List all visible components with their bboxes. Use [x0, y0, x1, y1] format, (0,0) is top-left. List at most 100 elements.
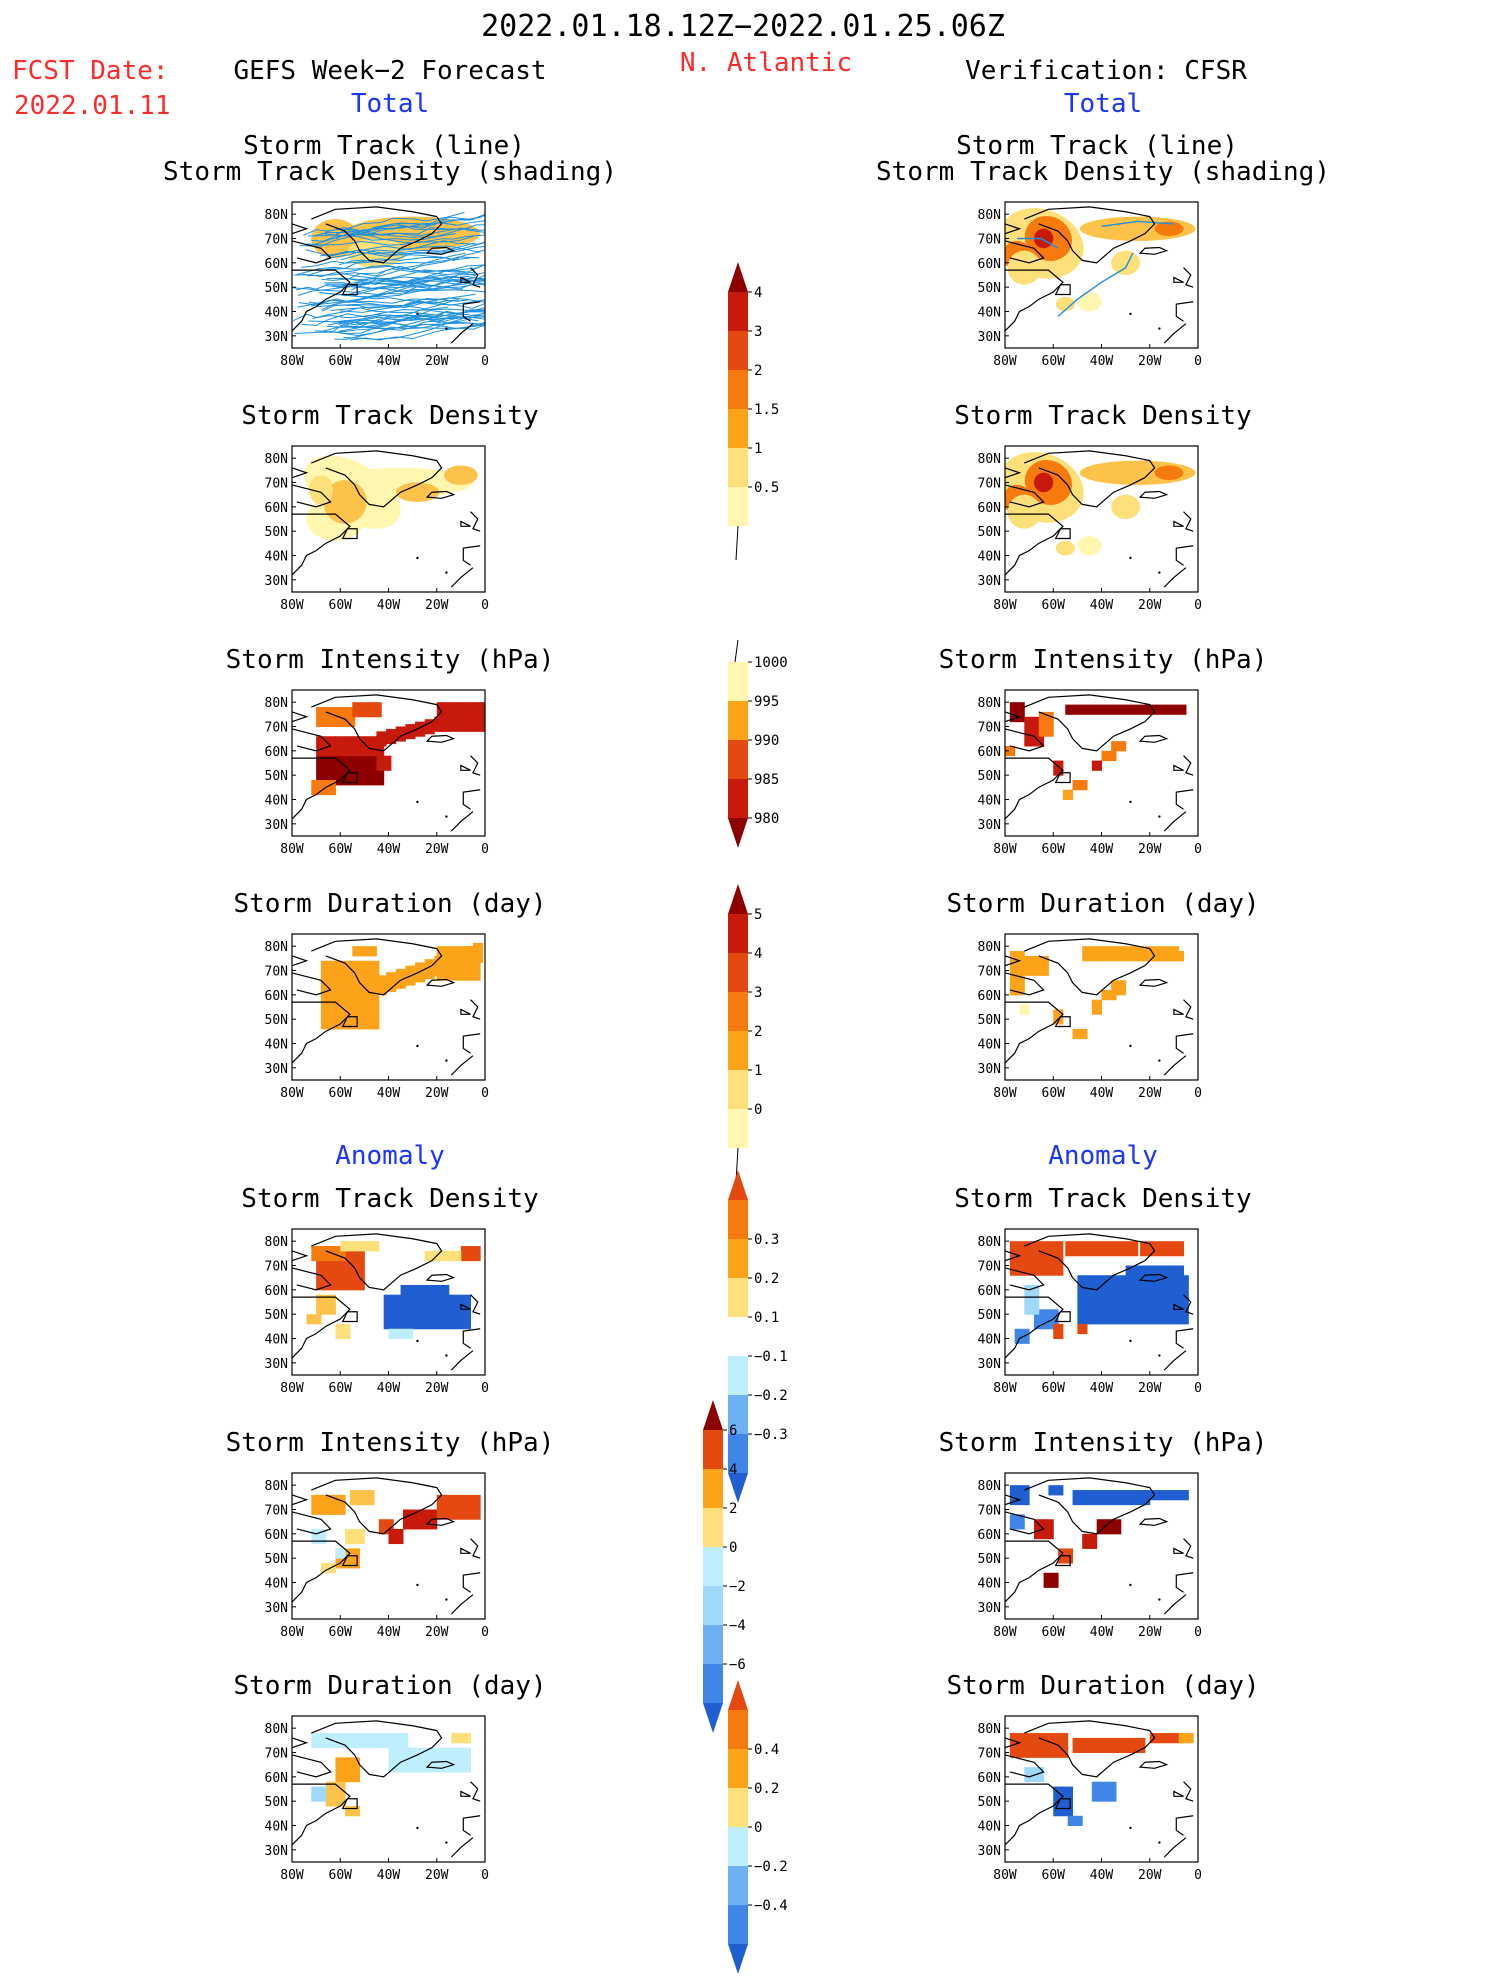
colorbar-label: 6 [729, 1423, 737, 1439]
map-track-left: 80N 70N 60N 50N 40N 30N 80W 60W 40W 20W 0 [265, 201, 489, 369]
lon-tick-label: 60W [329, 842, 353, 857]
panel-title-density-anom-right: Storm Track Density [954, 1184, 1252, 1214]
left-model-title: GEFS Week−2 Forecast [233, 56, 547, 86]
lon-tick-label: 0 [481, 1381, 489, 1396]
lon-tick-label: 40W [377, 1086, 401, 1101]
colorbar-label: 985 [754, 772, 779, 788]
lon-tick-label: 0 [481, 842, 489, 857]
lat-tick-label: 30N [978, 1062, 1001, 1077]
lon-tick-label: 20W [425, 1868, 449, 1883]
lon-tick-label: 20W [425, 1086, 449, 1101]
lat-tick-label: 70N [265, 965, 288, 980]
lon-tick-label: 0 [481, 1868, 489, 1883]
lon-tick-label: 80W [280, 1868, 304, 1883]
colorbar-label: 3 [754, 324, 762, 340]
colorbar-label: 0.1 [754, 1310, 779, 1326]
lat-tick-label: 30N [265, 574, 288, 589]
lon-tick-label: 40W [377, 1868, 401, 1883]
colorbar-density-total: 4 3 2 1.5 1 0.5 [728, 262, 779, 561]
map-intensity-right: 80N 70N 60N 50N 40N 30N 80W 60W 40W 20W 0 [978, 689, 1202, 857]
lon-tick-label: 60W [329, 1381, 353, 1396]
lat-tick-label: 70N [265, 233, 288, 248]
lat-tick-label: 80N [265, 1235, 288, 1250]
lat-tick-label: 80N [978, 1235, 1001, 1250]
lat-tick-label: 30N [265, 818, 288, 833]
panel-title-track-shading-right: Storm Track Density (shading) [876, 157, 1330, 187]
panel-title-density-anom-left: Storm Track Density [241, 1184, 539, 1214]
lat-tick-label: 70N [265, 477, 288, 492]
panel-title-duration-anom-left: Storm Duration (day) [233, 1671, 547, 1701]
lon-tick-label: 40W [377, 598, 401, 613]
lon-tick-label: 20W [425, 1381, 449, 1396]
colorbar-label: −4 [729, 1618, 746, 1634]
lat-tick-label: 30N [978, 574, 1001, 589]
lon-tick-label: 80W [280, 842, 304, 857]
lon-tick-label: 0 [1194, 1868, 1202, 1883]
lon-tick-label: 20W [425, 1625, 449, 1640]
panel-title-track-line-right: Storm Track (line) [956, 131, 1238, 161]
lat-tick-label: 70N [978, 1260, 1001, 1275]
lat-tick-label: 80N [978, 696, 1001, 711]
fcst-date-value: 2022.01.11 [14, 91, 171, 121]
lon-tick-label: 0 [481, 354, 489, 369]
colorbar-label: 1 [754, 441, 762, 457]
colorbar-label: 2 [754, 1024, 762, 1040]
lon-tick-label: 40W [1090, 1086, 1114, 1101]
lat-tick-label: 30N [265, 1062, 288, 1077]
lat-tick-label: 60N [265, 1771, 288, 1786]
lat-tick-label: 70N [978, 477, 1001, 492]
lat-tick-label: 50N [265, 525, 288, 540]
lon-tick-label: 40W [1090, 842, 1114, 857]
colorbar-label: −0.2 [754, 1388, 788, 1404]
lat-tick-label: 30N [978, 818, 1001, 833]
lat-tick-label: 50N [978, 1795, 1001, 1810]
lat-tick-label: 40N [265, 1577, 288, 1592]
panel-title-duration-anom-right: Storm Duration (day) [946, 1671, 1260, 1701]
colorbar-duration-total: 5 4 3 2 1 0 [728, 884, 762, 1183]
lat-tick-label: 40N [265, 1038, 288, 1053]
colorbar-label: −0.3 [754, 1427, 788, 1443]
lon-tick-label: 80W [993, 598, 1017, 613]
lat-tick-label: 30N [265, 1601, 288, 1616]
lat-tick-label: 30N [978, 1844, 1001, 1859]
lat-tick-label: 50N [978, 1308, 1001, 1323]
panel-title-intensity-left: Storm Intensity (hPa) [225, 645, 555, 675]
colorbar-label: 0.2 [754, 1271, 779, 1287]
right-model-title: Verification: CFSR [965, 56, 1247, 86]
lat-tick-label: 60N [978, 745, 1001, 760]
lon-tick-label: 20W [1138, 1086, 1162, 1101]
lat-tick-label: 50N [265, 1308, 288, 1323]
lon-tick-label: 0 [1194, 1625, 1202, 1640]
panel-title-duration-right: Storm Duration (day) [946, 889, 1260, 919]
lat-tick-label: 30N [978, 1601, 1001, 1616]
lat-tick-label: 60N [265, 745, 288, 760]
colorbar-duration-anom: 0.4 0.2 0 −0.2 −0.4 [728, 1680, 788, 1974]
map-duration-anom-right: 80N 70N 60N 50N 40N 30N 80W 60W 40W 20W 0 [978, 1715, 1202, 1883]
lat-tick-label: 80N [978, 208, 1001, 223]
lat-tick-label: 40N [978, 1820, 1001, 1835]
lat-tick-label: 60N [265, 989, 288, 1004]
anomaly-label-right: Anomaly [1048, 1141, 1158, 1171]
lat-tick-label: 60N [978, 257, 1001, 272]
lat-tick-label: 50N [978, 1552, 1001, 1567]
panel-title-intensity-anom-left: Storm Intensity (hPa) [225, 1428, 555, 1458]
region-title: N. Atlantic [679, 48, 853, 78]
map-duration-right: 80N 70N 60N 50N 40N 30N 80W 60W 40W 20W 0 [978, 933, 1202, 1101]
lon-tick-label: 20W [425, 354, 449, 369]
lon-tick-label: 0 [481, 598, 489, 613]
panel-title-density-right: Storm Track Density [954, 401, 1252, 431]
lat-tick-label: 60N [978, 989, 1001, 1004]
colorbar-label: 980 [754, 811, 779, 827]
colorbar-label: 3 [754, 985, 762, 1001]
lat-tick-label: 50N [265, 281, 288, 296]
total-label-right: Total [1063, 89, 1143, 119]
lat-tick-label: 60N [265, 1284, 288, 1299]
colorbar-label: 4 [754, 946, 762, 962]
colorbar-label: 990 [754, 733, 779, 749]
lat-tick-label: 80N [265, 1479, 288, 1494]
lon-tick-label: 20W [1138, 1625, 1162, 1640]
lat-tick-label: 30N [265, 1357, 288, 1372]
panel-title-duration-left: Storm Duration (day) [233, 889, 547, 919]
lat-tick-label: 40N [978, 550, 1001, 565]
lon-tick-label: 80W [280, 598, 304, 613]
